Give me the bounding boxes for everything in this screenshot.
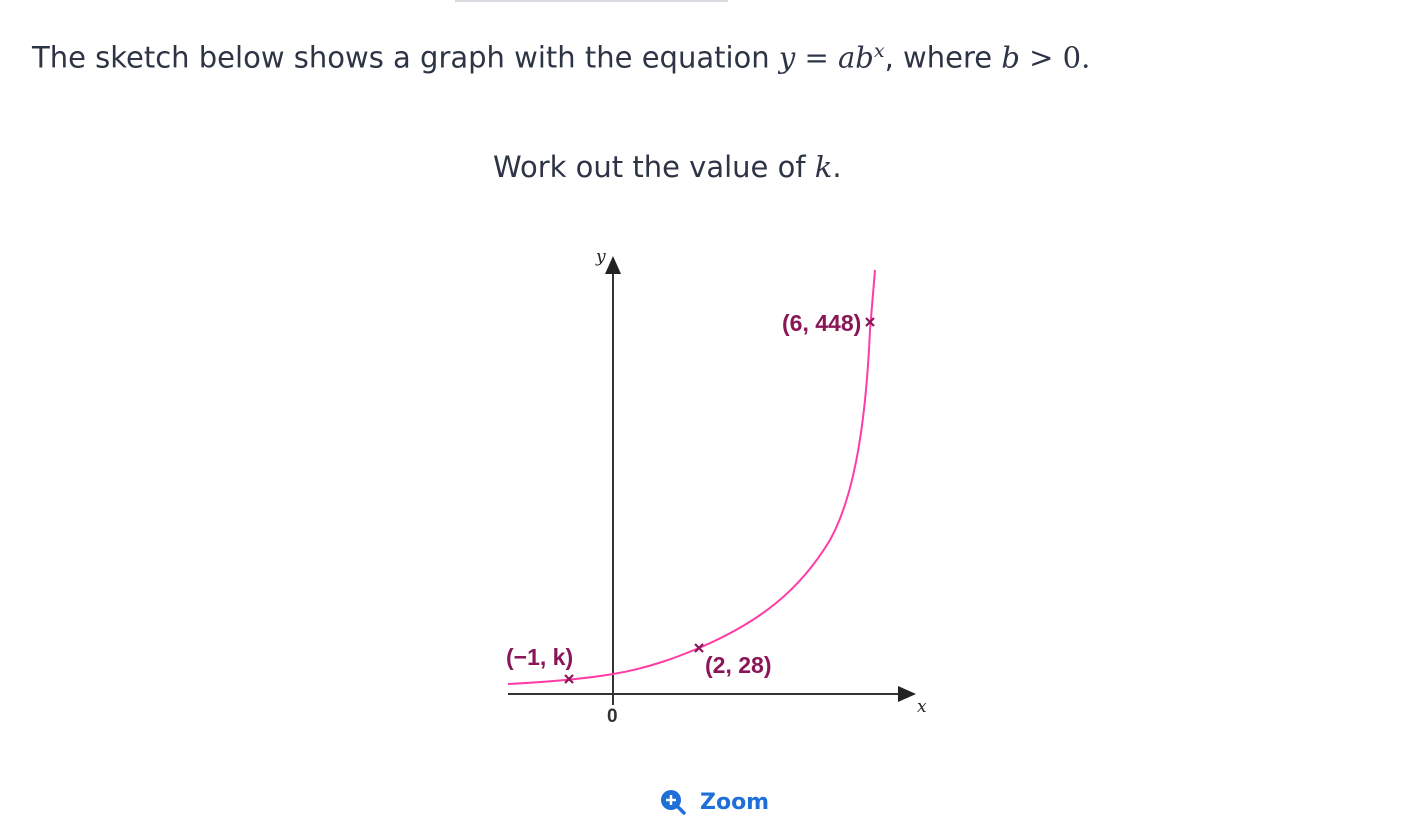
zoom-in-icon [661,790,686,815]
top-divider [455,0,728,2]
point-label: (6, 448) [782,310,861,336]
point-marker [694,643,704,653]
question-line-1: The sketch below shows a graph with the … [32,40,1091,75]
point-label: (−1, k) [506,644,573,670]
y-axis-label: y [595,247,606,267]
zoom-label: Zoom [700,789,770,815]
question-line-2: Work out the value of k. [493,150,842,184]
origin-label: 0 [607,706,618,727]
point-marker [865,317,875,327]
curve [507,269,876,685]
point-label: (2, 28) [705,652,771,678]
x-axis-label: x [917,697,927,717]
zoom-button[interactable]: Zoom [660,789,769,815]
point-marker [564,674,574,684]
